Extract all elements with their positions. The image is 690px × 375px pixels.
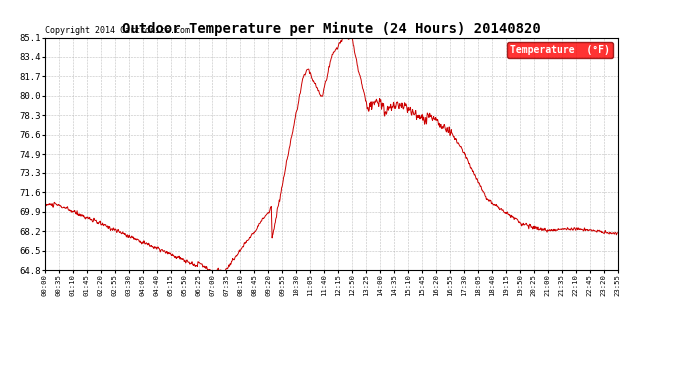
Title: Outdoor Temperature per Minute (24 Hours) 20140820: Outdoor Temperature per Minute (24 Hours… [122,22,540,36]
Text: Copyright 2014 Cartronics.com: Copyright 2014 Cartronics.com [45,26,190,35]
Legend: Temperature  (°F): Temperature (°F) [507,42,613,58]
